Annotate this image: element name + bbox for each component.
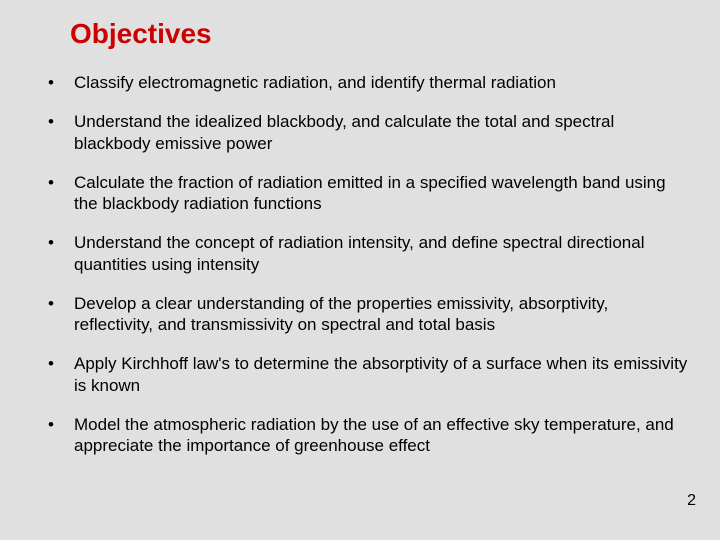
list-item: Understand the idealized blackbody, and … (30, 111, 690, 154)
list-item: Develop a clear understanding of the pro… (30, 293, 690, 336)
slide: Objectives Classify electromagnetic radi… (0, 0, 720, 540)
list-item: Understand the concept of radiation inte… (30, 232, 690, 275)
list-item: Classify electromagnetic radiation, and … (30, 72, 690, 93)
page-number: 2 (687, 492, 696, 510)
list-item: Model the atmospheric radiation by the u… (30, 414, 690, 457)
slide-title: Objectives (70, 18, 690, 50)
list-item: Apply Kirchhoff law's to determine the a… (30, 353, 690, 396)
list-item: Calculate the fraction of radiation emit… (30, 172, 690, 215)
bullet-list: Classify electromagnetic radiation, and … (30, 72, 690, 456)
